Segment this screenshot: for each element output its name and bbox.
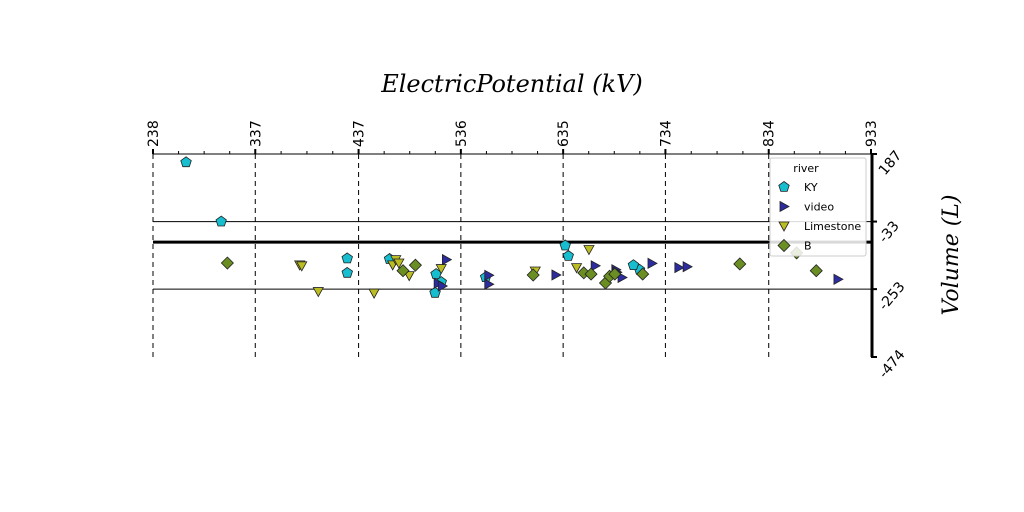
point-ky <box>341 252 353 264</box>
point-b <box>608 267 622 281</box>
x-tick-label: 536 <box>454 120 470 147</box>
point-ky <box>627 259 640 271</box>
point-limestone <box>312 287 324 298</box>
legend-marker <box>778 181 790 192</box>
grid-lines <box>152 153 872 357</box>
legend-marker <box>779 200 790 213</box>
point-limestone <box>296 261 308 272</box>
legend-title: river <box>793 162 819 175</box>
point-b <box>733 257 747 271</box>
legend-label: video <box>804 201 834 214</box>
point-ky <box>341 266 353 278</box>
point-video <box>833 273 844 285</box>
point-limestone <box>368 288 380 299</box>
point-limestone <box>393 258 405 269</box>
x-axis: 238 337 437 536 635 734 834 933 <box>146 120 880 155</box>
x-tick-label: 933 <box>864 120 880 147</box>
point-video <box>441 253 453 266</box>
point-b <box>584 267 598 281</box>
legend-label: B <box>804 240 812 253</box>
point-video <box>674 261 685 274</box>
point-video <box>647 257 658 270</box>
point-video <box>590 260 601 272</box>
point-b <box>220 256 234 270</box>
legend-label: KY <box>804 181 818 194</box>
point-ky <box>215 215 227 227</box>
point-limestone <box>570 263 583 274</box>
legend-marker <box>778 221 790 232</box>
x-tick-label: 734 <box>658 120 674 147</box>
point-ky <box>559 239 571 251</box>
point-ky <box>562 250 574 261</box>
point-ky <box>180 156 192 168</box>
point-limestone <box>403 271 415 282</box>
legend-label: Limestone <box>804 220 861 233</box>
y-axis-label: Volume (L) <box>939 195 964 316</box>
point-video <box>551 269 562 281</box>
x-tick-label: 337 <box>248 120 264 147</box>
y-tick-label: -33 <box>876 218 903 246</box>
chart-title: ElectricPotential (kV) <box>380 70 643 98</box>
point-video <box>437 280 449 292</box>
point-b <box>396 264 410 278</box>
x-tick-label: 834 <box>762 120 778 147</box>
legend-marker <box>777 238 791 253</box>
point-b <box>636 267 650 281</box>
y-tick-label: -253 <box>876 279 909 314</box>
point-b <box>408 258 422 272</box>
y-tick-label: -474 <box>876 347 909 382</box>
point-video <box>484 278 495 290</box>
point-b <box>526 268 540 282</box>
point-video <box>484 269 495 281</box>
point-video <box>682 261 693 273</box>
x-tick-label: 635 <box>556 120 572 147</box>
y-tick-label: 187 <box>876 148 905 179</box>
x-tick-label: 238 <box>146 120 162 147</box>
x-tick-label: 437 <box>352 120 368 147</box>
point-limestone <box>583 245 595 256</box>
legend: river KY video Limestone B <box>769 157 867 257</box>
point-b <box>809 264 823 278</box>
y-axis: 187 -33 -253 -474 <box>870 148 909 382</box>
legend-box <box>769 157 867 257</box>
point-limestone <box>435 264 447 275</box>
data-points <box>180 156 844 299</box>
